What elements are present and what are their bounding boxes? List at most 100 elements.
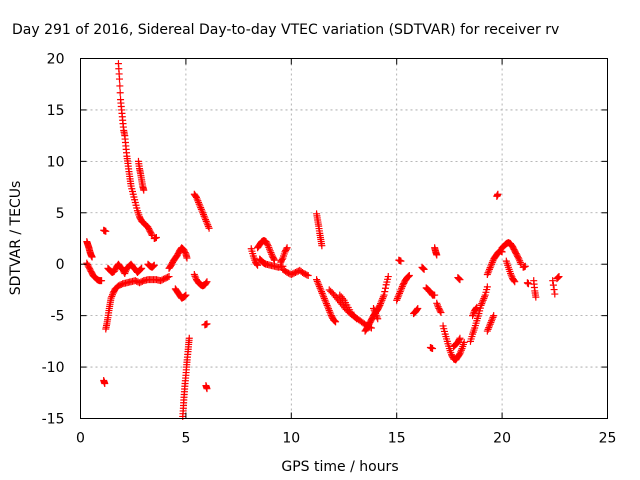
data-point (116, 89, 124, 97)
data-point (554, 273, 562, 281)
data-point (181, 292, 189, 300)
data-point (375, 303, 383, 311)
plot-frame (80, 58, 608, 419)
data-point (456, 334, 464, 342)
data-point (107, 294, 115, 302)
data-point (395, 291, 403, 299)
data-point (266, 247, 274, 255)
data-point (483, 283, 491, 291)
data-point (201, 214, 209, 222)
data-point (204, 221, 212, 229)
data-point (313, 277, 321, 285)
data-point (486, 264, 494, 272)
data-point (332, 318, 340, 326)
data-point (325, 307, 333, 314)
data-point (203, 320, 211, 328)
data-point (282, 245, 290, 253)
data-point (283, 244, 291, 252)
data-point (479, 296, 487, 304)
data-point (532, 293, 540, 301)
data-point (304, 272, 312, 280)
data-point (394, 293, 402, 301)
data-point (456, 350, 464, 358)
data-point (196, 202, 204, 210)
data-point (554, 274, 562, 282)
data-point (373, 313, 381, 321)
data-point (396, 288, 404, 296)
y-tick-label: 15 (47, 103, 65, 119)
data-point (195, 199, 203, 206)
data-point (182, 291, 190, 299)
data-point (384, 273, 392, 281)
data-point (191, 272, 199, 280)
data-point (457, 348, 465, 356)
data-point (485, 324, 493, 332)
data-point (102, 227, 110, 235)
data-point (487, 319, 495, 326)
data-point (419, 265, 427, 273)
data-point (515, 255, 523, 263)
data-point (264, 242, 272, 250)
y-tick-label: -5 (51, 309, 65, 325)
x-tick-label: 10 (282, 431, 300, 447)
data-point (486, 320, 494, 328)
data-point (478, 298, 486, 306)
data-point (278, 255, 286, 263)
data-point (398, 284, 406, 292)
data-point (331, 317, 339, 325)
data-point (197, 205, 205, 213)
data-point (165, 273, 173, 281)
data-point (180, 292, 188, 300)
data-point (378, 296, 386, 304)
axis-ticks (80, 58, 608, 419)
data-point (371, 308, 379, 316)
data-point (263, 240, 271, 248)
data-point (318, 288, 326, 296)
x-axis-label: GPS time / hours (281, 459, 398, 475)
data-point (484, 269, 492, 277)
data-point (549, 277, 557, 285)
data-point (353, 315, 361, 323)
data-point (351, 313, 359, 321)
data-point (314, 279, 322, 287)
data-point (270, 256, 278, 264)
data-point (150, 262, 158, 270)
data-point (322, 298, 330, 306)
data-point (199, 211, 207, 218)
data-point (507, 271, 515, 279)
data-point (318, 242, 326, 250)
data-point (202, 216, 210, 224)
x-tick-label: 25 (599, 431, 617, 447)
data-point (313, 276, 321, 284)
data-point (436, 307, 444, 315)
data-point (381, 288, 389, 296)
data-point (115, 75, 123, 83)
data-point (419, 264, 427, 272)
data-point (405, 272, 413, 280)
data-point (316, 284, 324, 292)
data-point (374, 315, 382, 323)
data-point (483, 271, 491, 278)
data-point (460, 338, 468, 346)
data-point (431, 291, 439, 299)
data-point (514, 254, 522, 262)
data-point (303, 271, 311, 279)
data-point (381, 284, 389, 292)
data-point (414, 304, 422, 312)
x-tick-label: 15 (388, 431, 406, 447)
data-point (429, 345, 437, 353)
data-point (469, 310, 477, 318)
data-point (488, 317, 496, 325)
data-point (193, 195, 201, 203)
data-point (319, 291, 327, 299)
data-point (370, 304, 378, 312)
data-point (203, 278, 211, 286)
data-point (88, 253, 96, 261)
data-point (325, 305, 333, 313)
data-point (138, 264, 146, 272)
data-point (481, 293, 489, 301)
data-point (108, 291, 116, 299)
data-point (420, 265, 428, 273)
data-point (190, 271, 198, 278)
data-point (456, 276, 464, 284)
